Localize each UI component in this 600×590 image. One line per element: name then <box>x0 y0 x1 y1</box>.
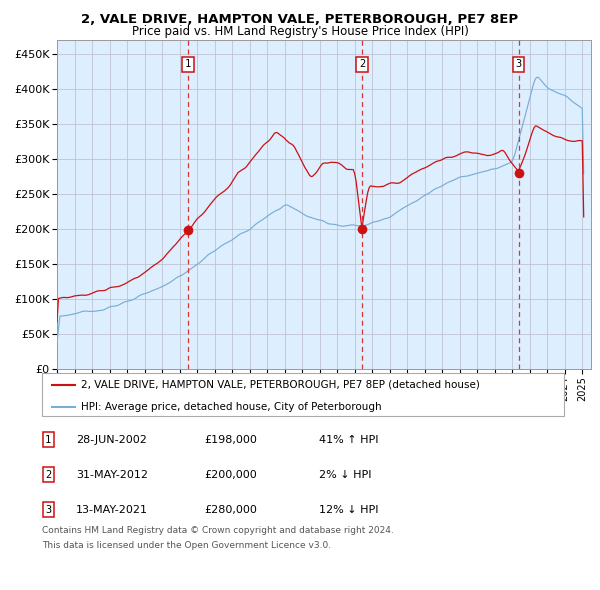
Text: £280,000: £280,000 <box>204 505 257 514</box>
Text: This data is licensed under the Open Government Licence v3.0.: This data is licensed under the Open Gov… <box>42 541 331 550</box>
Text: 3: 3 <box>515 59 522 69</box>
Text: 13-MAY-2021: 13-MAY-2021 <box>76 505 148 514</box>
Text: 12% ↓ HPI: 12% ↓ HPI <box>319 505 378 514</box>
Text: Price paid vs. HM Land Registry's House Price Index (HPI): Price paid vs. HM Land Registry's House … <box>131 25 469 38</box>
Text: 2, VALE DRIVE, HAMPTON VALE, PETERBOROUGH, PE7 8EP (detached house): 2, VALE DRIVE, HAMPTON VALE, PETERBOROUG… <box>81 380 480 390</box>
Text: 2% ↓ HPI: 2% ↓ HPI <box>319 470 371 480</box>
Text: 28-JUN-2002: 28-JUN-2002 <box>76 435 147 444</box>
Text: £200,000: £200,000 <box>204 470 257 480</box>
Text: Contains HM Land Registry data © Crown copyright and database right 2024.: Contains HM Land Registry data © Crown c… <box>42 526 394 535</box>
Text: 1: 1 <box>185 59 191 69</box>
Text: £198,000: £198,000 <box>204 435 257 444</box>
Text: HPI: Average price, detached house, City of Peterborough: HPI: Average price, detached house, City… <box>81 402 382 412</box>
Text: 2, VALE DRIVE, HAMPTON VALE, PETERBOROUGH, PE7 8EP: 2, VALE DRIVE, HAMPTON VALE, PETERBOROUG… <box>82 13 518 26</box>
FancyBboxPatch shape <box>42 373 564 416</box>
Text: 31-MAY-2012: 31-MAY-2012 <box>76 470 148 480</box>
Text: 1: 1 <box>45 435 52 444</box>
Text: 2: 2 <box>359 59 365 69</box>
Text: 2: 2 <box>45 470 52 480</box>
Text: 41% ↑ HPI: 41% ↑ HPI <box>319 435 378 444</box>
Text: 3: 3 <box>45 505 52 514</box>
